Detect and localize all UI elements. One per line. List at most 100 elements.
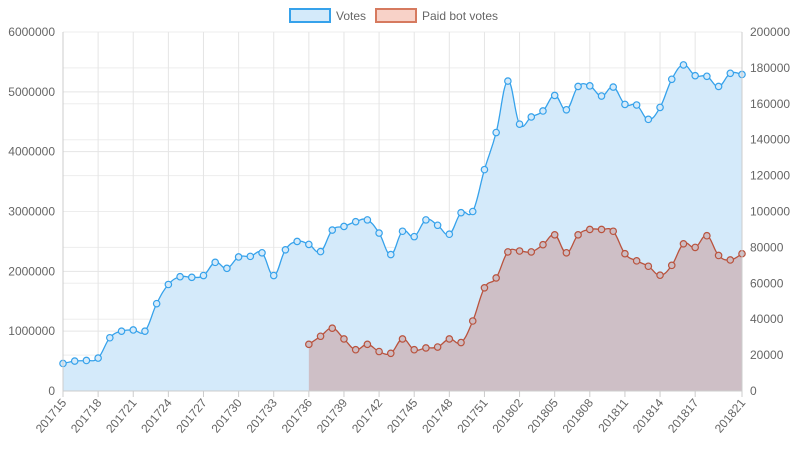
point-votes[interactable]: [351, 217, 360, 226]
legend-item-votes[interactable]: Votes: [289, 8, 366, 23]
point-paid-bot-votes[interactable]: [679, 240, 688, 248]
point-votes[interactable]: [328, 226, 337, 234]
point-votes[interactable]: [515, 120, 524, 128]
point-votes[interactable]: [305, 240, 313, 249]
point-votes[interactable]: [281, 245, 290, 254]
point-paid-bot-votes[interactable]: [351, 345, 360, 354]
point-paid-bot-votes[interactable]: [398, 335, 407, 343]
point-paid-bot-votes[interactable]: [527, 248, 536, 256]
legend[interactable]: Votes Paid bot votes: [289, 8, 498, 23]
point-votes[interactable]: [667, 75, 676, 84]
point-paid-bot-votes[interactable]: [480, 283, 489, 292]
point-votes[interactable]: [527, 113, 536, 121]
point-votes[interactable]: [480, 165, 489, 174]
point-votes[interactable]: [726, 69, 735, 78]
x-tick-label: 201742: [349, 396, 386, 436]
point-votes[interactable]: [632, 101, 641, 109]
point-votes[interactable]: [82, 356, 91, 365]
point-paid-bot-votes[interactable]: [375, 347, 383, 356]
point-votes[interactable]: [375, 229, 383, 237]
point-paid-bot-votes[interactable]: [457, 338, 465, 347]
point-votes[interactable]: [269, 271, 278, 280]
point-paid-bot-votes[interactable]: [410, 345, 419, 354]
point-paid-bot-votes[interactable]: [714, 251, 723, 260]
point-votes[interactable]: [398, 227, 407, 236]
point-paid-bot-votes[interactable]: [539, 240, 547, 249]
point-votes[interactable]: [141, 327, 149, 335]
legend-item-paid-bot-votes[interactable]: Paid bot votes: [375, 8, 498, 23]
point-votes[interactable]: [386, 250, 395, 259]
point-votes[interactable]: [70, 357, 79, 365]
point-votes[interactable]: [574, 82, 582, 91]
point-votes[interactable]: [94, 354, 102, 362]
point-votes[interactable]: [422, 216, 430, 224]
point-paid-bot-votes[interactable]: [316, 332, 325, 341]
point-votes[interactable]: [644, 115, 653, 124]
x-tick-label: 201715: [33, 396, 70, 436]
point-votes[interactable]: [258, 248, 266, 257]
point-paid-bot-votes[interactable]: [515, 247, 524, 255]
point-paid-bot-votes[interactable]: [445, 335, 454, 343]
point-votes[interactable]: [714, 82, 723, 91]
point-paid-bot-votes[interactable]: [504, 248, 512, 256]
point-votes[interactable]: [187, 273, 196, 282]
point-votes[interactable]: [129, 326, 138, 334]
point-paid-bot-votes[interactable]: [574, 231, 582, 239]
point-paid-bot-votes[interactable]: [492, 274, 500, 282]
point-votes[interactable]: [199, 271, 208, 280]
point-paid-bot-votes[interactable]: [328, 324, 337, 332]
point-votes[interactable]: [597, 92, 606, 100]
point-paid-bot-votes[interactable]: [667, 261, 676, 270]
point-votes[interactable]: [621, 100, 629, 109]
point-paid-bot-votes[interactable]: [550, 231, 559, 239]
point-votes[interactable]: [539, 107, 547, 115]
point-paid-bot-votes[interactable]: [340, 335, 348, 343]
point-votes[interactable]: [691, 71, 699, 80]
point-paid-bot-votes[interactable]: [621, 249, 629, 258]
point-votes[interactable]: [492, 128, 500, 137]
point-paid-bot-votes[interactable]: [305, 340, 313, 349]
point-votes[interactable]: [234, 253, 243, 261]
point-votes[interactable]: [586, 82, 594, 90]
point-paid-bot-votes[interactable]: [586, 225, 594, 234]
point-paid-bot-votes[interactable]: [632, 257, 641, 265]
point-votes[interactable]: [176, 272, 184, 281]
point-votes[interactable]: [316, 247, 325, 256]
point-paid-bot-votes[interactable]: [422, 344, 430, 352]
point-paid-bot-votes[interactable]: [468, 317, 477, 325]
x-tick-label: 201739: [314, 396, 351, 436]
point-paid-bot-votes[interactable]: [703, 231, 711, 240]
point-votes[interactable]: [445, 230, 454, 239]
point-votes[interactable]: [433, 221, 442, 230]
point-paid-bot-votes[interactable]: [644, 262, 653, 271]
point-votes[interactable]: [106, 333, 114, 342]
point-votes[interactable]: [211, 258, 219, 267]
point-paid-bot-votes[interactable]: [691, 243, 699, 252]
point-votes[interactable]: [293, 237, 301, 246]
point-votes[interactable]: [410, 232, 419, 241]
point-votes[interactable]: [550, 91, 559, 100]
point-votes[interactable]: [679, 61, 688, 69]
point-votes[interactable]: [504, 77, 512, 85]
point-votes[interactable]: [152, 299, 161, 308]
point-paid-bot-votes[interactable]: [597, 225, 606, 234]
point-votes[interactable]: [246, 252, 255, 261]
point-paid-bot-votes[interactable]: [363, 340, 372, 349]
point-paid-bot-votes[interactable]: [562, 248, 571, 257]
point-votes[interactable]: [562, 105, 571, 114]
point-votes[interactable]: [703, 72, 711, 81]
point-votes[interactable]: [164, 280, 173, 289]
point-votes[interactable]: [457, 208, 465, 217]
point-votes[interactable]: [340, 222, 348, 231]
point-votes[interactable]: [363, 216, 372, 224]
point-paid-bot-votes[interactable]: [433, 343, 442, 351]
point-votes[interactable]: [468, 207, 477, 216]
point-paid-bot-votes[interactable]: [609, 227, 618, 236]
point-paid-bot-votes[interactable]: [726, 256, 735, 264]
point-paid-bot-votes[interactable]: [656, 271, 664, 280]
point-votes[interactable]: [117, 327, 126, 335]
point-votes[interactable]: [223, 264, 231, 273]
point-votes[interactable]: [609, 83, 618, 91]
point-votes[interactable]: [656, 103, 664, 112]
point-paid-bot-votes[interactable]: [386, 349, 395, 358]
